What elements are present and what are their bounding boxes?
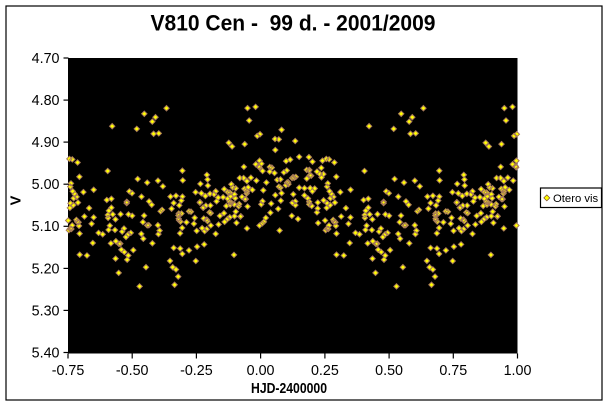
svg-text:-0.25: -0.25 bbox=[180, 363, 213, 379]
svg-text:Otero vis: Otero vis bbox=[553, 193, 599, 205]
svg-text:5.40: 5.40 bbox=[32, 345, 60, 361]
svg-text:0.75: 0.75 bbox=[439, 363, 467, 379]
svg-text:1.00: 1.00 bbox=[504, 363, 532, 379]
svg-text:5.10: 5.10 bbox=[32, 219, 60, 235]
svg-text:5.20: 5.20 bbox=[32, 261, 60, 277]
svg-text:0.50: 0.50 bbox=[375, 363, 403, 379]
svg-text:-0.75: -0.75 bbox=[52, 363, 85, 379]
svg-text:4.90: 4.90 bbox=[32, 135, 60, 151]
svg-text:4.80: 4.80 bbox=[32, 93, 60, 109]
svg-text:V: V bbox=[9, 195, 25, 205]
svg-text:4.70: 4.70 bbox=[32, 51, 60, 67]
svg-text:5.30: 5.30 bbox=[32, 303, 60, 319]
svg-text:V810 Cen - 99 d. - 2001/2009: V810 Cen - 99 d. - 2001/2009 bbox=[151, 11, 436, 36]
svg-text:5.00: 5.00 bbox=[32, 177, 60, 193]
svg-text:0.25: 0.25 bbox=[311, 363, 339, 379]
svg-text:0.00: 0.00 bbox=[247, 363, 275, 379]
svg-text:HJD-2400000: HJD-2400000 bbox=[251, 380, 327, 397]
svg-text:-0.50: -0.50 bbox=[116, 363, 149, 379]
